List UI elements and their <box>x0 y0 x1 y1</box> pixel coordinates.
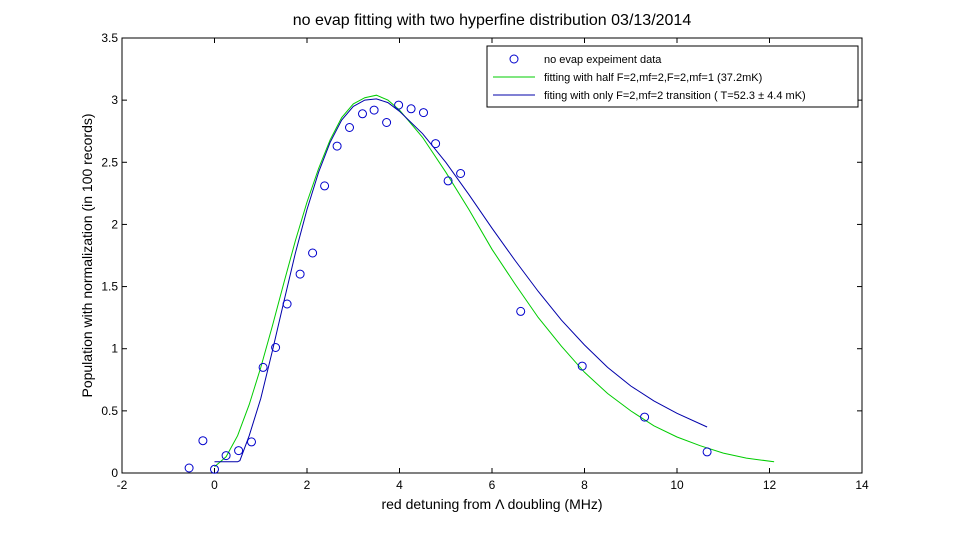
x-tick-label: 6 <box>489 478 496 492</box>
legend-label: no evap expeiment data <box>544 54 662 66</box>
legend: no evap expeiment data fitting with half … <box>486 45 859 108</box>
data-point <box>406 104 416 114</box>
legend-label: fitting with half F=2,mf=2,F=2,mf=1 (37.… <box>544 72 762 84</box>
data-point <box>210 464 219 474</box>
data-point <box>516 306 526 316</box>
x-tick-label: 4 <box>396 478 403 492</box>
data-point <box>577 361 587 371</box>
legend-marker <box>509 54 519 64</box>
y-tick-label: 0 <box>111 466 118 480</box>
data-point <box>198 436 208 446</box>
x-tick-label: -2 <box>117 478 128 492</box>
data-point <box>184 463 194 473</box>
data-point <box>282 299 292 309</box>
data-point <box>358 109 367 119</box>
data-point <box>320 181 330 191</box>
plot-area <box>121 37 863 474</box>
y-tick-label: 3.5 <box>101 31 118 45</box>
data-point <box>271 343 281 352</box>
data-point <box>702 447 712 457</box>
y-tick-label: 2.5 <box>101 155 118 169</box>
x-tick-label: 8 <box>581 478 588 492</box>
y-axis-label: Population with normalization (in 100 re… <box>79 113 95 397</box>
y-tick-label: 0.5 <box>101 404 118 418</box>
x-tick-label: 12 <box>763 478 777 492</box>
data-point <box>640 412 650 422</box>
legend-entries: no evap expeiment data fitting with half … <box>493 54 806 102</box>
x-tick-label: 10 <box>670 478 684 492</box>
data-point <box>332 141 342 151</box>
data-point <box>382 118 392 127</box>
data-point <box>431 139 441 149</box>
data-point <box>295 269 305 279</box>
data-point <box>443 176 453 186</box>
data-point <box>258 362 268 372</box>
data-point <box>456 169 466 178</box>
x-axis-label: red detuning from Λ doubling (MHz) <box>381 496 602 512</box>
x-tick-label: 14 <box>855 478 869 492</box>
y-tick-label: 2 <box>111 217 118 231</box>
data-point <box>308 248 318 258</box>
data-point <box>419 108 428 118</box>
data-point <box>221 451 231 461</box>
chart-title: no evap fitting with two hyperfine distr… <box>293 12 692 29</box>
legend-box <box>486 45 859 108</box>
series-line-2 <box>214 98 708 463</box>
data-point <box>394 100 404 110</box>
data-point <box>345 123 354 132</box>
series <box>184 94 775 474</box>
x-tick-label: 0 <box>211 478 218 492</box>
legend-label: fiting with only F=2,mf=2 transition ( T… <box>544 90 806 102</box>
y-tick-label: 1 <box>111 342 118 356</box>
x-tick-label: 2 <box>304 478 311 492</box>
data-point <box>369 105 379 115</box>
data-point <box>247 437 256 447</box>
y-tick-label: 3 <box>111 93 118 107</box>
y-tick-label: 1.5 <box>101 280 118 294</box>
data-point <box>234 446 244 456</box>
